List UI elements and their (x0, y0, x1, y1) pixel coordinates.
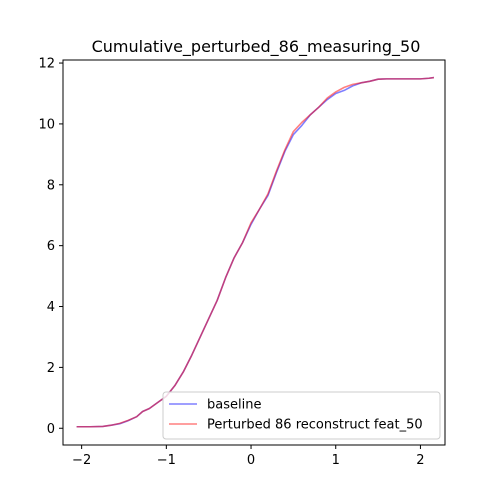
legend-label-2: Perturbed 86 reconstruct feat_50 (207, 418, 423, 433)
x-tick-label: 0 (247, 453, 255, 468)
y-tick-label: 2 (47, 361, 55, 376)
y-tick-label: 4 (47, 300, 55, 315)
legend-label-1: baseline (207, 398, 261, 413)
axes-frame (62, 59, 446, 446)
y-tick-label: 0 (47, 422, 55, 437)
x-tick-label: −2 (72, 453, 91, 468)
x-tick-label: 1 (332, 453, 340, 468)
chart-title: Cumulative_perturbed_86_measuring_50 (92, 37, 421, 57)
y-tick-label: 8 (47, 178, 55, 193)
x-tick-label: 2 (416, 453, 424, 468)
y-tick-label: 12 (38, 57, 55, 72)
x-tick-label: −1 (157, 453, 176, 468)
series-line-2 (76, 76, 435, 428)
y-tick-label: 10 (38, 117, 55, 132)
y-tick-label: 6 (47, 239, 55, 254)
legend-box (162, 391, 441, 440)
